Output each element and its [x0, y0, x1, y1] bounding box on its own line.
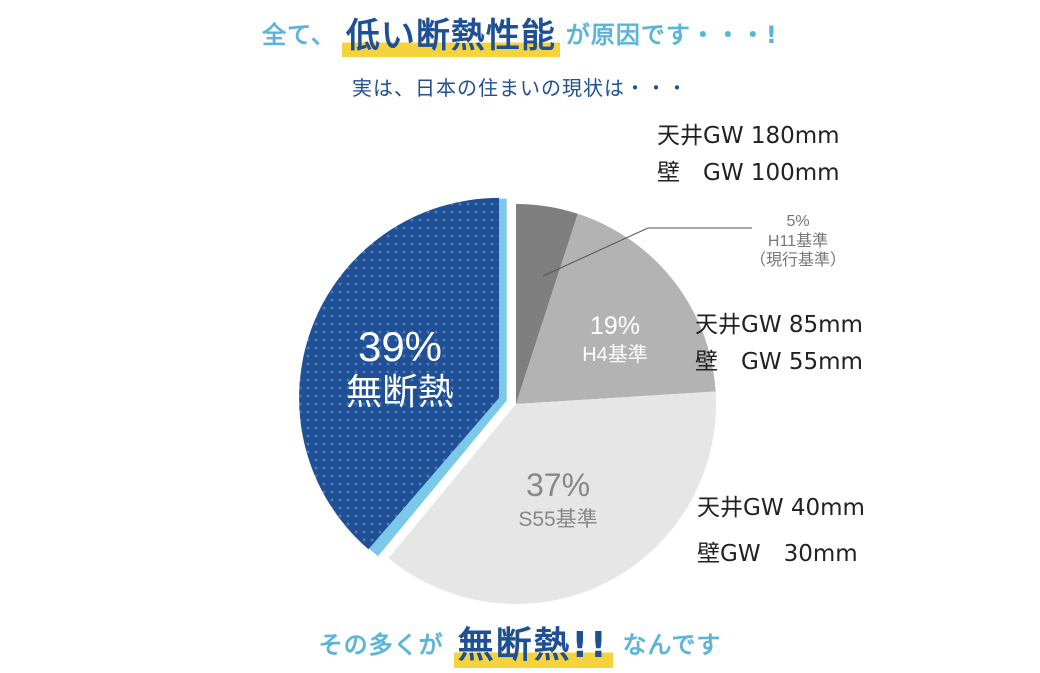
slice-label-mudan-name: 無断熱	[346, 371, 454, 412]
footer-prefix: その多くが	[318, 630, 444, 659]
annotation-s55: 天井GW 40mm 壁GW 30mm	[697, 485, 865, 577]
headline-suffix: が原因です・・・!	[565, 20, 778, 49]
slice-h4	[516, 213, 716, 404]
slice-h11	[516, 204, 578, 404]
footer: その多くが 無断熱!! なんです	[0, 612, 1040, 672]
slice-label-s55-percent: 37%	[526, 467, 590, 503]
headline-prefix: 全て、	[262, 20, 336, 49]
slice-label-h11-name: H11基準	[768, 232, 828, 250]
annotation-h4: 天井GW 85mm 壁 GW 55mm	[695, 307, 863, 381]
slice-label-h11-percent: 5%	[786, 213, 809, 230]
headline-emphasis: 低い断熱性能	[341, 7, 560, 57]
footer-emphasis: 無断熱!!	[453, 616, 613, 668]
slice-label-h4-percent: 19%	[590, 312, 640, 340]
annotation-s55-line2: 壁GW 30mm	[697, 541, 858, 567]
annotation-h11-line1: 天井GW 180mm	[657, 123, 840, 149]
annotation-h4-line2: 壁 GW 55mm	[695, 348, 863, 375]
annotation-h11-line2: 壁 GW 100mm	[657, 159, 840, 186]
footer-suffix: なんです	[622, 630, 722, 659]
slice-label-h4-name: H4基準	[582, 343, 648, 366]
subtitle: 実は、日本の住まいの現状は・・・	[352, 76, 688, 100]
slice-label-mudan-percent: 39%	[358, 323, 442, 370]
headline: 全て、 低い断熱性能 が原因です・・・!	[0, 4, 1040, 60]
slice-s55	[388, 391, 716, 604]
annotation-s55-line1: 天井GW 40mm	[697, 495, 865, 521]
slice-label-h11-sub: （現行基準）	[750, 251, 846, 269]
annotation-h4-line1: 天井GW 85mm	[695, 312, 863, 338]
slice-mudan	[299, 197, 500, 550]
annotation-h11: 天井GW 180mm 壁 GW 100mm	[657, 118, 840, 192]
slice-label-s55-name: S55基準	[518, 508, 597, 531]
leader-line	[542, 227, 649, 277]
